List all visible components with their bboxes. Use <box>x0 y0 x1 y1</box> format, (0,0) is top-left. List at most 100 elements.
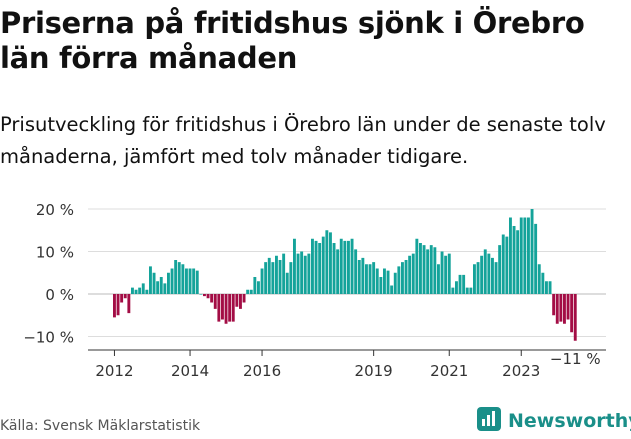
bar <box>289 262 293 294</box>
bar <box>224 294 228 324</box>
bar <box>379 277 383 294</box>
bar <box>203 294 206 297</box>
bar <box>213 294 217 309</box>
bar <box>152 272 156 294</box>
bar <box>192 268 196 294</box>
bar <box>228 294 232 322</box>
bar <box>433 247 437 294</box>
bar <box>440 251 444 294</box>
bar <box>293 238 296 294</box>
bar <box>307 253 311 294</box>
bar <box>217 294 221 322</box>
bar <box>123 294 127 299</box>
bar <box>127 294 131 314</box>
bar <box>483 249 487 294</box>
x-tick-label: 2016 <box>243 362 281 380</box>
bar <box>462 274 466 294</box>
bar <box>519 217 523 294</box>
bar <box>242 294 246 303</box>
bar <box>372 262 376 294</box>
bar <box>321 236 325 294</box>
bar <box>314 240 318 294</box>
bar <box>527 217 530 294</box>
bar <box>419 243 422 294</box>
bar <box>210 294 214 303</box>
bar <box>455 281 458 294</box>
bar <box>573 294 577 341</box>
bar <box>253 277 257 294</box>
x-tick-label: 2012 <box>95 362 133 380</box>
bar <box>480 255 484 294</box>
bar <box>552 294 556 316</box>
bar <box>141 283 145 294</box>
bar <box>296 253 300 294</box>
bar <box>264 262 268 294</box>
x-tick-label: 2021 <box>430 362 468 380</box>
bar <box>113 294 116 318</box>
chart-title: Priserna på fritidshus sjönk i Örebro lä… <box>0 6 585 75</box>
bar <box>188 268 192 294</box>
bar <box>339 238 343 294</box>
bar <box>390 285 394 294</box>
y-tick-label: 0 % <box>45 286 74 304</box>
bar <box>393 272 397 294</box>
bar <box>138 287 142 294</box>
bar <box>195 270 199 294</box>
bar <box>347 240 350 294</box>
bar <box>491 257 494 294</box>
bar <box>501 234 505 294</box>
y-tick-label: 20 % <box>36 201 74 219</box>
bar <box>411 253 415 294</box>
bar <box>174 260 178 294</box>
bar <box>444 255 448 294</box>
bar <box>537 264 541 294</box>
last-value-label: −11 % <box>550 350 601 368</box>
bar <box>260 268 264 294</box>
bar <box>422 245 426 294</box>
bar <box>494 262 498 294</box>
bar <box>303 255 307 294</box>
bar <box>509 217 512 294</box>
newsworthy-logo[interactable]: Newsworthy <box>476 406 631 436</box>
bar <box>177 262 181 294</box>
bar <box>397 266 401 294</box>
bar <box>332 243 336 294</box>
bar <box>285 272 289 294</box>
bar <box>329 232 332 294</box>
bar <box>354 249 358 294</box>
bar <box>318 243 322 294</box>
bar <box>221 294 224 320</box>
x-tick-label: 2014 <box>171 362 209 380</box>
bar <box>563 294 566 324</box>
chart-subtitle: Prisutveckling för fritidshus i Örebro l… <box>0 113 606 168</box>
bar <box>271 262 275 294</box>
bar <box>163 283 167 294</box>
source-text: Källa: Svensk Mäklarstatistik <box>0 418 201 434</box>
bar <box>447 253 451 294</box>
bar <box>246 289 250 294</box>
bar <box>498 245 502 294</box>
bar <box>311 238 314 294</box>
brand-name: Newsworthy <box>508 410 631 432</box>
bar <box>231 294 235 322</box>
bar <box>325 230 329 294</box>
bar <box>181 264 185 294</box>
bar <box>239 294 242 309</box>
bar <box>566 294 570 320</box>
bar <box>530 209 534 294</box>
bar <box>465 287 469 294</box>
x-tick-label: 2019 <box>355 362 393 380</box>
bar <box>415 238 419 294</box>
bar <box>383 268 386 294</box>
bar <box>343 240 347 294</box>
bar <box>257 281 260 294</box>
bar-chart: 20 % 10 % 0 % −10 % 2012 2014 2016 2019 2021 2023… <box>23 201 606 380</box>
bar <box>120 294 124 303</box>
bar <box>476 262 480 294</box>
bar <box>185 268 188 294</box>
bar <box>555 294 559 324</box>
bar <box>386 270 390 294</box>
y-tick-label: −10 % <box>23 329 74 347</box>
bar <box>541 272 545 294</box>
bar <box>365 264 368 294</box>
